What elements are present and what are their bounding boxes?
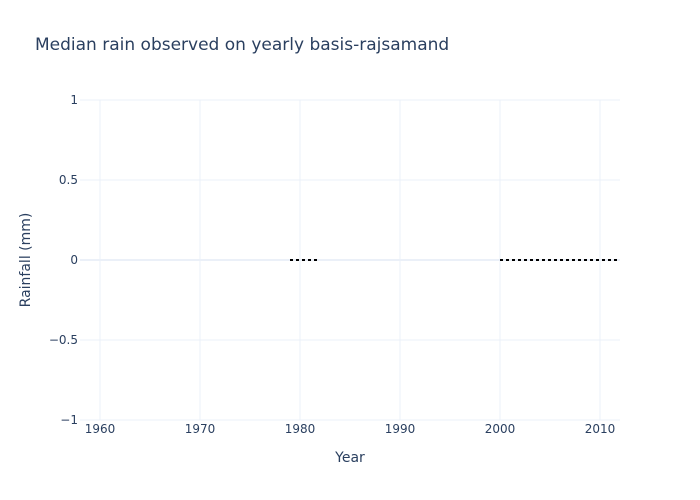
x-tick-label: 1990 (385, 422, 416, 436)
y-axis-ticks: 1 0.5 0 −0.5 −1 (49, 93, 78, 427)
x-tick-label: 1970 (185, 422, 216, 436)
y-tick-label: 0 (70, 253, 78, 267)
y-tick-label: 1 (70, 93, 78, 107)
x-axis-title: Year (334, 450, 365, 466)
x-tick-label: 2000 (485, 422, 516, 436)
x-tick-label: 1980 (285, 422, 316, 436)
y-tick-label: 0.5 (59, 173, 78, 187)
chart-title: Median rain observed on yearly basis-raj… (35, 35, 449, 55)
x-tick-label: 1960 (85, 422, 116, 436)
x-axis-ticks: 1960 1970 1980 1990 2000 2010 (85, 422, 616, 436)
x-tick-label: 2010 (585, 422, 616, 436)
y-tick-label: −0.5 (49, 333, 78, 347)
y-axis-title: Rainfall (mm) (18, 213, 34, 308)
y-tick-label: −1 (60, 413, 78, 427)
